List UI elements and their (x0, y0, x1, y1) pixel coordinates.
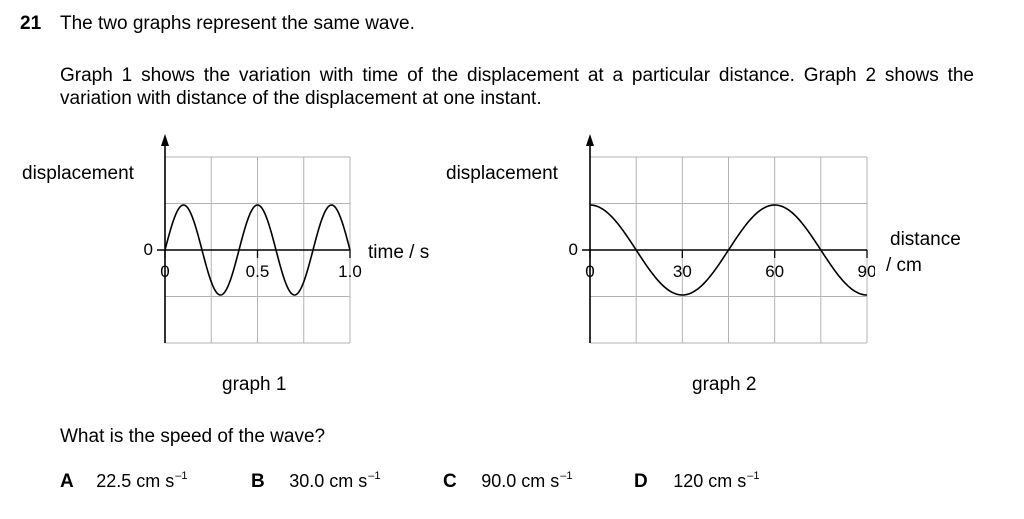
graph2-xlabel-line1: distance (890, 229, 961, 250)
graph1-tick-labels: 0 0.5 1.0 (160, 250, 362, 281)
g2-x-tick-label: 60 (765, 262, 784, 281)
graph1-ylabel: displacement (22, 163, 134, 184)
option-b-letter: B (251, 471, 265, 492)
option-d-letter: D (634, 471, 648, 492)
graph2-ylabel: displacement (446, 163, 558, 184)
option-b-value: 30.0 cm s–1 (289, 470, 381, 491)
g2-x-tick-label: 30 (673, 262, 692, 281)
option-a[interactable]: A 22.5 cm s–1 (60, 470, 187, 493)
question-intro: Graph 1 shows the variation with time of… (60, 65, 974, 109)
g1-x-tick-label: 1.0 (338, 262, 362, 281)
graph2-axes: 0 (569, 134, 867, 343)
graph1-chart: 0 0 0.5 1.0 (144, 134, 362, 344)
option-c-letter: C (443, 471, 457, 492)
option-c-value: 90.0 cm s–1 (481, 470, 573, 491)
option-c[interactable]: C 90.0 cm s–1 (443, 470, 572, 493)
option-d-value: 120 cm s–1 (673, 470, 760, 491)
graph1-curve (164, 204, 351, 296)
g1-zero-label: 0 (144, 240, 153, 259)
g1-y-axis-arrow (161, 134, 169, 146)
g2-x-tick-label: 0 (585, 262, 594, 281)
option-d[interactable]: D 120 cm s–1 (634, 470, 759, 493)
graph2-tick-labels: 0 30 60 90 (585, 250, 875, 281)
graph2-caption: graph 2 (692, 374, 757, 395)
graph1-caption: graph 1 (222, 374, 287, 395)
graph2-xlabel-line2: / cm (886, 255, 922, 276)
graph1-xlabel: time / s (368, 242, 430, 263)
question-stem: The two graphs represent the same wave. (60, 13, 415, 34)
g1-x-tick-label: 0.5 (246, 262, 270, 281)
g2-x-tick-label: 90 (858, 262, 875, 281)
g1-x-tick-label: 0 (160, 262, 169, 281)
graph1-axes: 0 (144, 134, 350, 343)
question-ask: What is the speed of the wave? (60, 426, 326, 447)
option-a-letter: A (60, 471, 74, 492)
g2-zero-label: 0 (569, 240, 578, 259)
graph2-curve (589, 204, 868, 296)
graph2-chart: 0 0 30 60 90 (569, 134, 875, 344)
option-b[interactable]: B 30.0 cm s–1 (251, 470, 380, 493)
g2-y-axis-arrow (586, 134, 594, 146)
option-a-value: 22.5 cm s–1 (96, 470, 188, 491)
question-number: 21 (20, 13, 42, 34)
